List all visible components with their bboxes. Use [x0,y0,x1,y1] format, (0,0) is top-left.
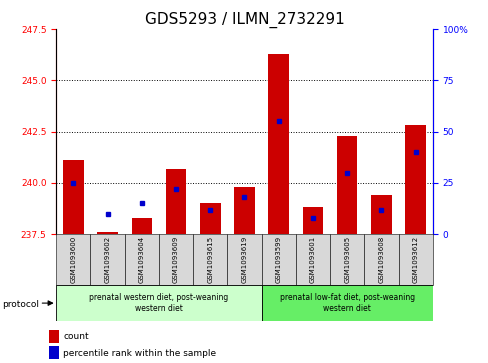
Text: GSM1093602: GSM1093602 [104,236,110,283]
Text: GSM1093605: GSM1093605 [344,236,349,283]
Bar [200,203,220,234]
Text: protocol: protocol [2,300,40,309]
Text: prenatal low-fat diet, post-weaning
western diet: prenatal low-fat diet, post-weaning west… [279,293,414,313]
Bar [370,195,391,234]
Title: GDS5293 / ILMN_2732291: GDS5293 / ILMN_2732291 [144,12,344,28]
Text: GSM1093604: GSM1093604 [139,236,144,283]
Bar [329,234,364,285]
Bar [90,234,124,285]
Bar [295,234,329,285]
Text: GSM1093601: GSM1093601 [309,236,315,283]
Bar [302,208,323,234]
Bar [63,160,83,234]
Bar [234,187,254,234]
Bar [405,126,425,234]
Bar [398,234,432,285]
Text: GSM1093600: GSM1093600 [70,236,76,283]
Bar [124,234,159,285]
Bar [49,330,59,343]
Text: percentile rank within the sample: percentile rank within the sample [63,349,216,358]
Text: GSM1093608: GSM1093608 [378,236,384,283]
Bar [97,232,118,234]
Text: GSM1093619: GSM1093619 [241,236,247,283]
Bar [165,168,186,234]
Bar [49,346,59,359]
Bar [261,285,432,321]
Bar [227,234,261,285]
Text: prenatal western diet, post-weaning
western diet: prenatal western diet, post-weaning west… [89,293,228,313]
Text: GSM1093612: GSM1093612 [412,236,418,283]
Bar [56,285,261,321]
Bar [56,234,90,285]
Text: GSM1093609: GSM1093609 [173,236,179,283]
Bar [131,218,152,234]
Bar [336,136,357,234]
Bar [261,234,295,285]
Bar [193,234,227,285]
Bar [364,234,398,285]
Text: GSM1093615: GSM1093615 [207,236,213,283]
Bar [268,54,288,234]
Bar [159,234,193,285]
Text: GSM1093599: GSM1093599 [275,236,281,283]
Text: count: count [63,332,89,341]
